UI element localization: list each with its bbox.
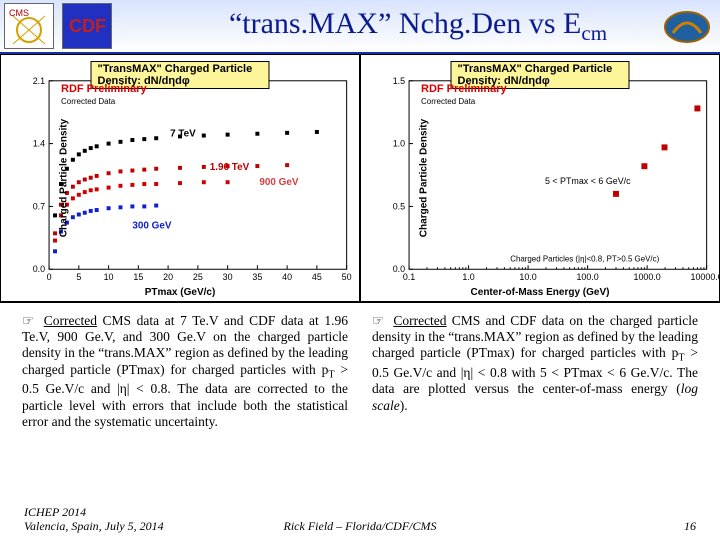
svg-text:5: 5	[76, 272, 81, 282]
svg-text:Charged Particles (|η|<0.8, PT: Charged Particles (|η|<0.8, PT>0.5 GeV/c…	[510, 254, 659, 263]
footer-conference: ICHEP 2014	[24, 505, 86, 519]
left-chart: 0.0 0.7 1.4 2.1 0 5 10 15 20 25 30 35 40 45 50 7 TeV 1.9…	[0, 54, 360, 302]
svg-text:50: 50	[342, 272, 352, 282]
svg-text:1.96 TeV: 1.96 TeV	[210, 162, 250, 173]
svg-text:15: 15	[133, 272, 143, 282]
footer-venue: Valencia, Spain, July 5, 2014	[24, 519, 164, 533]
svg-text:900 GeV: 900 GeV	[259, 177, 298, 188]
fermilab-logo	[662, 4, 712, 50]
right-rdf-label: RDF Preliminary	[421, 83, 507, 95]
footer-center: Rick Field – Florida/CDF/CMS	[284, 519, 437, 534]
svg-text:25: 25	[193, 272, 203, 282]
left-paragraph: ☞ Corrected CMS data at 7 Te.V and CDF d…	[22, 313, 348, 430]
svg-text:10.0: 10.0	[519, 272, 536, 282]
svg-text:300 GeV: 300 GeV	[132, 221, 171, 232]
right-xlabel: Center-of-Mass Energy (GeV)	[471, 287, 610, 298]
svg-text:20: 20	[163, 272, 173, 282]
footer-page-number: 16	[684, 519, 696, 534]
svg-text:30: 30	[223, 272, 233, 282]
cms-logo: CMS	[4, 3, 54, 49]
svg-text:1.0: 1.0	[393, 139, 405, 149]
svg-text:0.5: 0.5	[393, 201, 405, 211]
svg-text:100.0: 100.0	[576, 272, 598, 282]
svg-text:0.7: 0.7	[33, 201, 45, 211]
slide-header: CMS CDF “trans.MAX” Nchg.Den vs Ecm	[0, 0, 720, 54]
left-corrected-label: Corrected Data	[61, 97, 115, 106]
right-corrected-label: Corrected Data	[421, 97, 475, 106]
cdf-logo: CDF	[62, 3, 112, 49]
svg-text:10000.0: 10000.0	[691, 272, 719, 282]
svg-text:CMS: CMS	[9, 8, 29, 18]
svg-text:0.1: 0.1	[403, 272, 415, 282]
svg-text:7 TeV: 7 TeV	[170, 128, 196, 139]
right-chart-plot: 0.00.51.01.50.11.010.0100.01000.010000.0…	[361, 55, 719, 301]
svg-text:1000.0: 1000.0	[634, 272, 661, 282]
right-paragraph: ☞ Corrected CMS and CDF data on the char…	[372, 313, 698, 430]
left-chart-plot: 0.0 0.7 1.4 2.1 0 5 10 15 20 25 30 35 40 45 50 7 TeV 1.9…	[1, 55, 359, 301]
svg-text:1.0: 1.0	[462, 272, 474, 282]
charts-row: 0.0 0.7 1.4 2.1 0 5 10 15 20 25 30 35 40 45 50 7 TeV 1.9…	[0, 54, 720, 303]
right-chart: 0.00.51.01.50.11.010.0100.01000.010000.0…	[360, 54, 720, 302]
right-ylabel: Charged Particle Density	[419, 119, 430, 237]
footer-left: ICHEP 2014 Valencia, Spain, July 5, 2014	[24, 506, 164, 534]
left-rdf-label: RDF Preliminary	[61, 83, 147, 95]
svg-text:2.1: 2.1	[33, 76, 45, 86]
left-ylabel: Charged Particle Density	[59, 119, 70, 237]
svg-text:1.5: 1.5	[393, 76, 405, 86]
left-xlabel: PTmax (GeV/c)	[145, 287, 216, 298]
svg-text:1.4: 1.4	[33, 139, 45, 149]
svg-text:5 < PTmax < 6 GeV/c: 5 < PTmax < 6 GeV/c	[545, 176, 631, 186]
svg-text:35: 35	[252, 272, 262, 282]
svg-text:40: 40	[282, 272, 292, 282]
slide-title: “trans.MAX” Nchg.Den vs Ecm	[116, 7, 720, 46]
svg-text:0.0: 0.0	[33, 264, 45, 274]
svg-text:10: 10	[104, 272, 114, 282]
svg-text:0: 0	[47, 272, 52, 282]
svg-text:CDF: CDF	[69, 16, 106, 36]
body-text: ☞ Corrected CMS data at 7 Te.V and CDF d…	[0, 303, 720, 430]
svg-text:45: 45	[312, 272, 322, 282]
